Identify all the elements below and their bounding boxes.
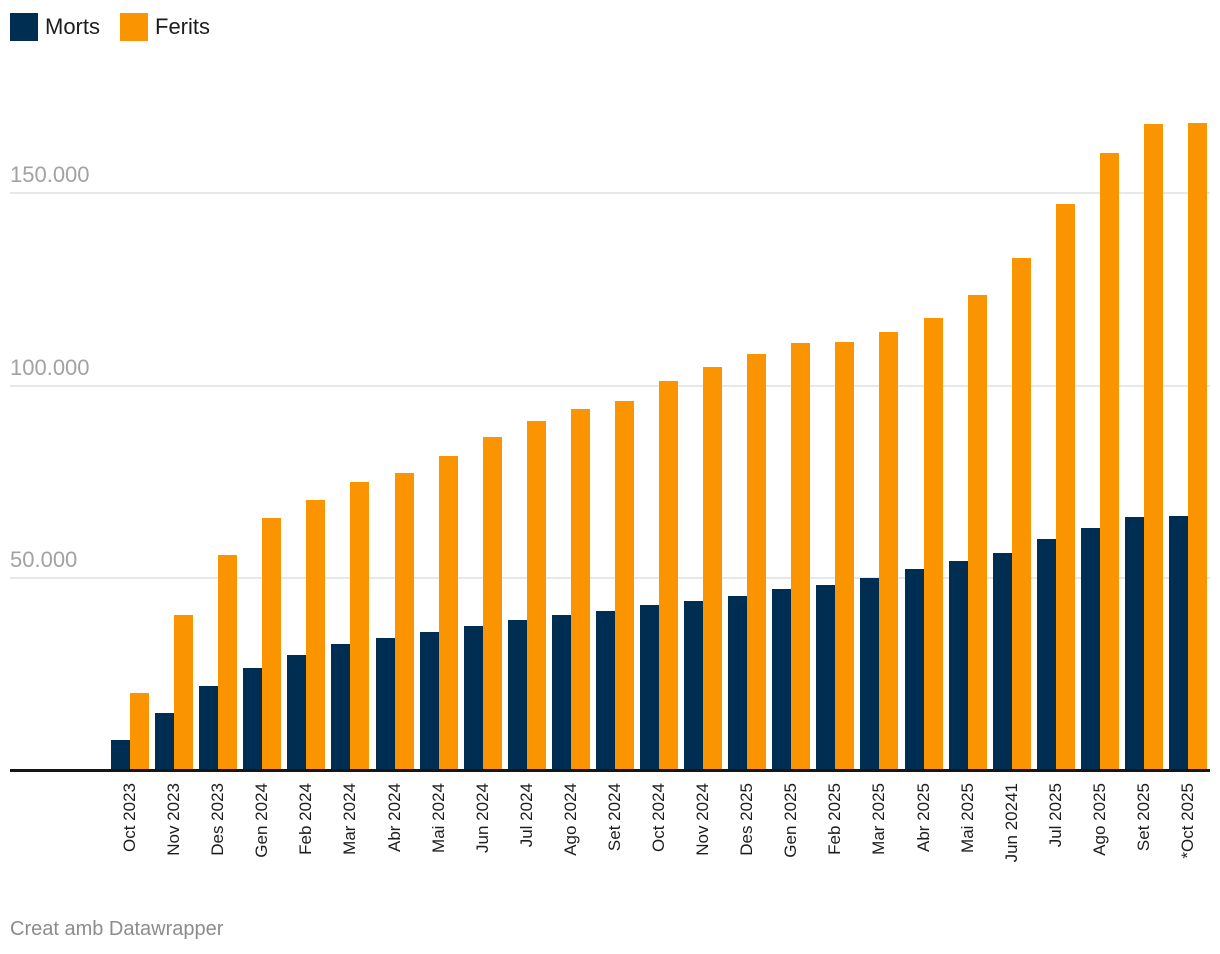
morts-legend-label: Morts <box>45 14 100 39</box>
bar-morts-24 <box>1124 517 1144 771</box>
x-axis-label-21: Jun 20241 <box>1001 783 1021 863</box>
x-axis-label-24: Set 2025 <box>1133 783 1153 852</box>
bar-ferits-4 <box>262 518 282 771</box>
x-axis-label-11: Ago 2024 <box>560 783 580 856</box>
x-axis-label-8: Mai 2024 <box>428 783 448 853</box>
x-axis-line <box>10 769 1210 772</box>
bar-morts-5 <box>287 655 307 771</box>
bar-ferits-23 <box>1099 153 1119 771</box>
bar-morts-11 <box>551 615 571 771</box>
bar-ferits-18 <box>879 332 899 771</box>
x-axis-label-12: Set 2024 <box>604 783 624 852</box>
bar-morts-13 <box>640 605 659 771</box>
x-axis-label-23: Ago 2025 <box>1089 783 1109 856</box>
bar-ferits-19 <box>923 318 943 771</box>
bar-ferits-21 <box>1011 258 1031 771</box>
x-axis-label-7: Abr 2024 <box>384 783 404 852</box>
bar-ferits-9 <box>482 437 502 771</box>
bar-ferits-25 <box>1188 123 1207 771</box>
datawrapper-credit[interactable]: Creat amb Datawrapper <box>10 918 224 940</box>
gridline-100000 <box>10 384 1210 387</box>
x-axis-label-9: Jun 2024 <box>472 783 492 853</box>
bar-morts-15 <box>728 596 748 771</box>
x-axis-label-17: Feb 2025 <box>825 783 845 855</box>
bar-ferits-16 <box>791 343 811 771</box>
bar-morts-1 <box>111 740 130 771</box>
bar-morts-7 <box>375 638 395 771</box>
x-axis-label-1: Oct 2023 <box>120 783 139 852</box>
bar-ferits-11 <box>570 409 590 771</box>
ferits-swatch <box>120 13 148 41</box>
x-axis-label-18: Mar 2025 <box>869 783 889 855</box>
gridline-50000 <box>10 577 1210 580</box>
bar-morts-2 <box>155 713 175 771</box>
x-axis-label-14: Nov 2024 <box>693 783 713 856</box>
x-axis-label-22: Jul 2025 <box>1045 783 1065 848</box>
x-axis-label-3: Des 2023 <box>208 783 228 856</box>
bar-ferits-5 <box>306 500 326 771</box>
bar-morts-18 <box>860 578 880 771</box>
bar-ferits-10 <box>526 421 546 771</box>
bar-ferits-13 <box>659 381 678 771</box>
bar-ferits-20 <box>967 295 987 771</box>
bar-morts-6 <box>331 644 351 771</box>
bar-morts-17 <box>816 585 836 771</box>
bar-ferits-3 <box>218 555 238 771</box>
legend: Morts Ferits <box>10 13 210 41</box>
bar-ferits-14 <box>703 367 723 771</box>
bar-morts-10 <box>507 620 527 771</box>
bar-morts-25 <box>1169 516 1188 771</box>
x-axis-label-6: Mar 2024 <box>340 783 360 855</box>
x-axis-label-15: Des 2025 <box>737 783 757 856</box>
bar-ferits-8 <box>438 456 458 771</box>
x-axis-label-4: Gen 2024 <box>252 783 272 858</box>
legend-item-morts: Morts <box>10 13 100 41</box>
x-axis-label-16: Gen 2025 <box>781 783 801 858</box>
ferits-legend-label: Ferits <box>155 14 210 39</box>
gridline-150000 <box>10 192 1210 194</box>
y-tick-label-100000: 100.000 <box>10 354 90 380</box>
x-axis-label-20: Mai 2025 <box>957 783 977 853</box>
bar-morts-19 <box>904 569 924 771</box>
bar-ferits-7 <box>394 473 414 771</box>
x-axis-label-19: Abr 2025 <box>913 783 933 852</box>
bar-morts-20 <box>948 561 968 771</box>
bar-ferits-24 <box>1143 124 1163 771</box>
y-tick-label-150000: 150.000 <box>10 162 90 187</box>
legend-item-ferits: Ferits <box>120 13 210 41</box>
x-axis-label-10: Jul 2024 <box>516 783 536 848</box>
bar-morts-14 <box>684 601 704 771</box>
y-tick-label-50000: 50.000 <box>10 547 78 573</box>
bar-ferits-2 <box>174 615 194 771</box>
x-axis-label-13: Oct 2024 <box>649 783 668 852</box>
x-axis-label-25: *Oct 2025 <box>1178 783 1197 859</box>
bar-morts-22 <box>1036 539 1056 771</box>
bar-ferits-15 <box>747 354 767 771</box>
bar-ferits-12 <box>614 401 634 771</box>
bar-ferits-22 <box>1055 204 1075 771</box>
bar-morts-23 <box>1080 528 1100 771</box>
morts-swatch <box>10 13 38 41</box>
bar-ferits-6 <box>350 482 370 771</box>
bar-morts-4 <box>243 668 263 771</box>
bar-ferits-1 <box>130 693 149 771</box>
x-axis-label-2: Nov 2023 <box>164 783 184 856</box>
bar-morts-8 <box>419 632 439 771</box>
bar-morts-21 <box>992 553 1012 771</box>
bar-morts-9 <box>463 626 483 771</box>
bar-morts-12 <box>595 611 615 771</box>
bar-morts-16 <box>772 589 792 771</box>
x-axis-label-5: Feb 2024 <box>296 783 316 855</box>
bar-morts-3 <box>199 686 219 771</box>
bar-ferits-17 <box>835 342 855 771</box>
